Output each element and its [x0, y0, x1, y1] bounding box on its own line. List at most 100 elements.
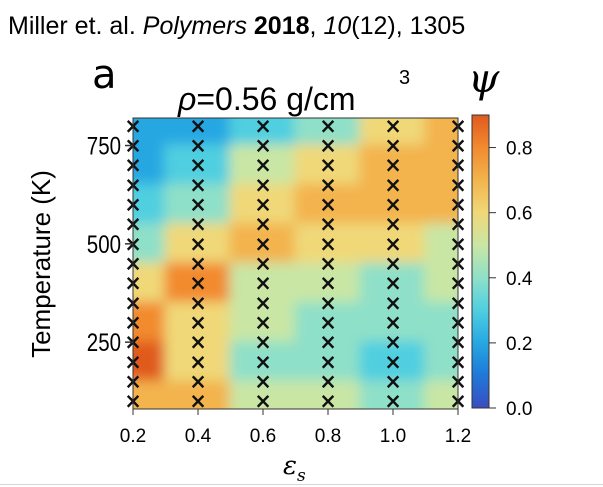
- heatmap-cell: [229, 262, 297, 304]
- heatmap-cell: [164, 262, 232, 304]
- heatmap-area: [133, 118, 458, 409]
- sample-marker: ×: [189, 114, 207, 138]
- heatmap-cell: [424, 262, 458, 304]
- heatmap-cell: [133, 183, 167, 226]
- sample-marker: ×: [254, 252, 272, 276]
- sample-marker: ×: [319, 134, 337, 158]
- sample-marker: ×: [384, 134, 402, 158]
- x-axis-label-symbol: ε: [283, 451, 297, 481]
- colorbar-tick-label: 0.6: [506, 204, 532, 225]
- citation-authors: Miller et. al.: [8, 12, 136, 40]
- sample-marker: ×: [319, 369, 337, 393]
- heatmap-cell: [133, 118, 167, 147]
- sample-marker: ×: [384, 369, 402, 393]
- sample-marker: ×: [189, 271, 207, 295]
- sample-marker: ×: [254, 330, 272, 354]
- heatmap-cell: [133, 262, 167, 304]
- heatmap-cell: [359, 183, 427, 226]
- y-axis-label: Temperature (K): [26, 170, 56, 358]
- heatmap-cell: [294, 301, 362, 344]
- heatmap-cell: [424, 183, 458, 226]
- colorbar-tick-label: 0.2: [506, 334, 532, 355]
- heatmap-cell: [359, 341, 427, 383]
- heatmap-cell: [133, 301, 167, 344]
- heatmap-cell: [229, 144, 297, 186]
- chart-title-value: =0.56 g/cm: [196, 81, 355, 117]
- sample-marker: ×: [189, 212, 207, 236]
- y-tick-label: 500: [87, 230, 121, 258]
- heatmap-cell: [229, 118, 297, 147]
- sample-marker: ×: [254, 369, 272, 393]
- sample-marker: ×: [254, 114, 272, 138]
- heatmap-cell: [164, 341, 232, 383]
- heatmap-cell: [229, 380, 297, 409]
- sample-marker: ×: [384, 232, 402, 256]
- heatmap-cell: [294, 183, 362, 226]
- citation-volume: 10: [323, 12, 352, 40]
- heatmap-cell: [294, 380, 362, 409]
- sample-marker: ×: [319, 330, 337, 354]
- heatmap-cell: [359, 144, 427, 186]
- sample-marker: ×: [189, 350, 207, 374]
- sample-marker: ×: [189, 173, 207, 197]
- heatmap-cell: [164, 183, 232, 226]
- sample-marker: ×: [189, 134, 207, 158]
- sample-marker: ×: [189, 369, 207, 393]
- heatmap-cell: [133, 380, 167, 409]
- heatmap-cell: [294, 262, 362, 304]
- heatmap-cell: [164, 223, 232, 265]
- colorbar: [471, 114, 490, 409]
- heatmap-cell: [359, 118, 427, 147]
- sample-marker: ×: [384, 252, 402, 276]
- heatmap-cell: [294, 223, 362, 265]
- sample-marker: ×: [189, 389, 207, 413]
- chart-title-exponent: 3: [399, 67, 410, 89]
- y-tick-label: 250: [87, 328, 121, 356]
- bottom-rule: [0, 484, 603, 485]
- heatmap-cell: [359, 301, 427, 344]
- heatmap-cell: [424, 144, 458, 186]
- sample-marker: ×: [384, 310, 402, 334]
- heatmap-cell: [424, 118, 458, 147]
- sample-marker: ×: [319, 232, 337, 256]
- sample-marker: ×: [384, 350, 402, 374]
- x-axis: 0.2 0.4 0.6 0.8 1.0 1.2: [120, 409, 471, 447]
- marker-layer: ××××××××××××××××××××××××××××××××××××××××…: [124, 114, 467, 413]
- heatmap-cell: [133, 223, 167, 265]
- sample-marker: ×: [384, 291, 402, 315]
- x-tick-label: 0.4: [185, 426, 212, 447]
- heatmap-cell: [133, 341, 167, 383]
- sample-marker: ×: [319, 291, 337, 315]
- sample-marker: ×: [189, 310, 207, 334]
- colorbar-label: ψ: [468, 56, 500, 102]
- sample-marker: ×: [254, 291, 272, 315]
- citation: Miller et. al. Polymers 2018, 10(12), 13…: [8, 12, 466, 40]
- x-tick-label: 0.6: [250, 426, 276, 447]
- x-tick-label: 1.0: [380, 426, 406, 447]
- sample-marker: ×: [254, 173, 272, 197]
- x-tick-label: 0.2: [120, 426, 146, 447]
- sample-marker: ×: [384, 153, 402, 177]
- heatmap-cell: [424, 223, 458, 265]
- heatmap-cell: [229, 183, 297, 226]
- sample-marker: ×: [384, 212, 402, 236]
- panel-label: a: [92, 52, 117, 98]
- chart-title-symbol: ρ: [177, 81, 196, 117]
- sample-marker: ×: [189, 291, 207, 315]
- sample-marker: ×: [254, 212, 272, 236]
- x-axis-label: εs: [283, 451, 306, 486]
- sample-marker: ×: [319, 193, 337, 217]
- sample-marker: ×: [384, 271, 402, 295]
- sample-marker: ×: [254, 271, 272, 295]
- heatmap-cell: [229, 341, 297, 383]
- sample-marker: ×: [384, 114, 402, 138]
- sample-marker: ×: [384, 173, 402, 197]
- y-tick-label: 750: [87, 132, 121, 160]
- colorbar-axis: 0.0 0.2 0.4 0.6 0.8: [489, 139, 533, 420]
- sample-marker: ×: [254, 232, 272, 256]
- sample-marker: ×: [319, 114, 337, 138]
- sample-marker: ×: [319, 252, 337, 276]
- citation-issue: (12),: [351, 12, 410, 40]
- sample-marker: ×: [254, 134, 272, 158]
